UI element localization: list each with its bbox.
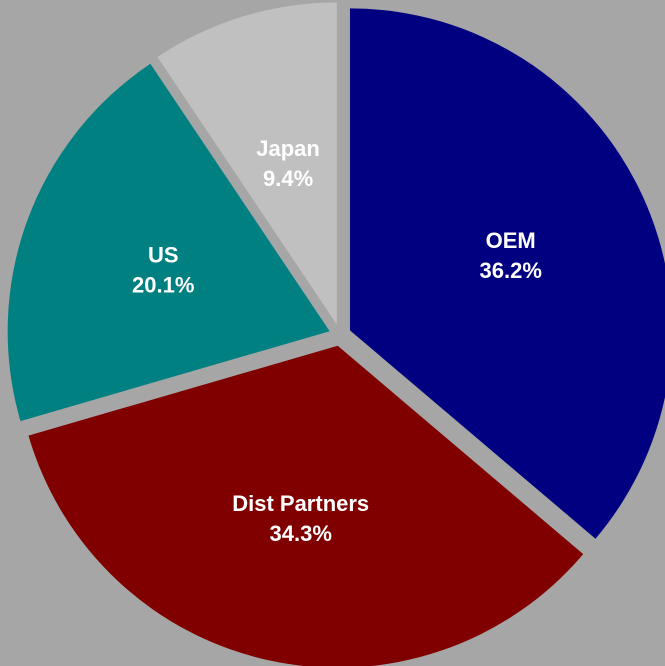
slice-value-label: 20.1%	[132, 273, 194, 298]
slice-value-label: 9.4%	[263, 166, 313, 191]
pie-slice	[157, 2, 337, 325]
pie-slice	[28, 345, 584, 666]
slice-label: US	[148, 243, 179, 268]
slice-label: OEM	[486, 228, 536, 253]
slice-label: Dist Partners	[232, 491, 369, 516]
slice-label: Japan	[256, 136, 320, 161]
slice-value-label: 36.2%	[480, 258, 542, 283]
pie-slice	[7, 63, 330, 422]
pie-slice	[349, 8, 665, 539]
slice-value-label: 34.3%	[270, 521, 332, 546]
